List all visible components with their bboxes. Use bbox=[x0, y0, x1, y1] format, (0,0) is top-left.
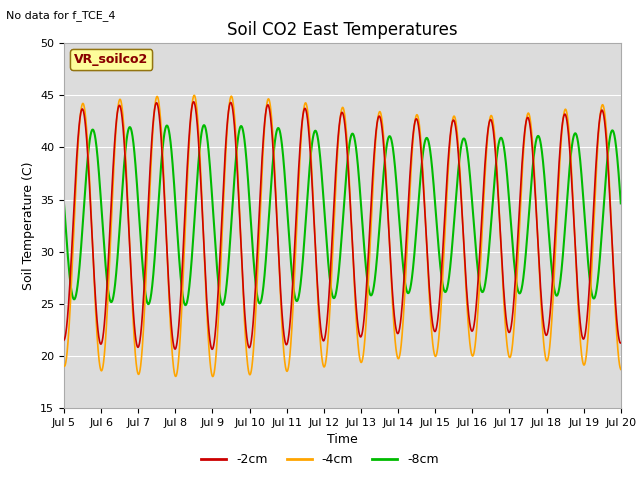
Y-axis label: Soil Temperature (C): Soil Temperature (C) bbox=[22, 161, 35, 290]
Text: No data for f_TCE_4: No data for f_TCE_4 bbox=[6, 10, 116, 21]
X-axis label: Time: Time bbox=[327, 433, 358, 446]
Title: Soil CO2 East Temperatures: Soil CO2 East Temperatures bbox=[227, 21, 458, 39]
Legend: -2cm, -4cm, -8cm: -2cm, -4cm, -8cm bbox=[196, 448, 444, 471]
Legend: VR_soilco2: VR_soilco2 bbox=[70, 49, 152, 70]
